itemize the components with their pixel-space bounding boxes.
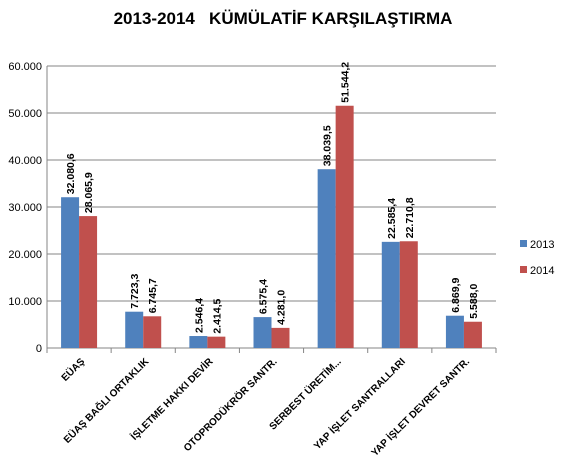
data-label: 5.588,0: [468, 284, 480, 319]
data-labels: 32.080,6 28.065,9 7.723,3 6.745,7 2.546,4 2.4…: [65, 62, 480, 334]
bar-2014: [463, 321, 482, 348]
bar-2013: [445, 315, 464, 348]
bar-2014: [399, 241, 418, 348]
data-label: 2.414,5: [211, 298, 223, 333]
category-label: YAP İŞLET DEVRET SANTR.: [368, 355, 472, 459]
bar-2013: [317, 169, 336, 348]
data-label: 4.281,0: [276, 290, 288, 325]
data-label: 22.710,8: [404, 197, 416, 238]
data-label: 7.723,3: [129, 274, 141, 309]
bar-2013: [125, 311, 144, 348]
bar-2013: [253, 317, 272, 348]
data-label: 2.546,4: [193, 298, 205, 333]
y-tick-label: 10.000: [8, 296, 42, 308]
bar-2014: [335, 105, 354, 349]
bar-2014: [207, 336, 226, 348]
legend-swatch-2013: [520, 240, 527, 247]
y-tick-labels: 0 10.000 20.000 30.000 40.000 50.000 60.000: [8, 61, 42, 355]
legend: 2013 2014: [520, 239, 554, 277]
data-label: 32.080,6: [65, 153, 77, 194]
bar-2013: [61, 197, 80, 348]
legend-label: 2014: [530, 265, 554, 277]
bar-2013: [189, 336, 208, 348]
y-tick-label: 0: [36, 343, 42, 355]
y-tick-label: 30.000: [8, 202, 42, 214]
bar-2014: [143, 316, 162, 348]
legend-label: 2013: [530, 239, 554, 251]
data-label: 28.065,9: [83, 172, 95, 213]
data-label: 38.039,5: [322, 125, 334, 166]
y-tick-label: 20.000: [8, 249, 42, 261]
category-label: SERBEST ÜRETİM...: [266, 355, 344, 433]
data-label: 51.544,2: [340, 62, 352, 103]
gridlines: [47, 65, 496, 302]
data-label: 6.745,7: [147, 278, 159, 313]
data-label: 6.575,4: [258, 279, 270, 314]
data-label: 6.869,9: [450, 278, 462, 313]
bar-2013: [381, 241, 400, 348]
y-tick-label: 40.000: [8, 155, 42, 167]
legend-swatch-2014: [520, 266, 527, 273]
axes: [46, 66, 497, 353]
y-tick-label: 50.000: [8, 108, 42, 120]
chart-title: 2013-2014 KÜMÜLATİF KARŞILAŞTIRMA: [114, 9, 453, 28]
y-tick-label: 60.000: [8, 61, 42, 73]
category-label: EÜAŞ: [58, 355, 87, 384]
bars: [61, 105, 482, 349]
data-label: 22.585,4: [386, 198, 398, 239]
bar-2014: [271, 327, 290, 348]
bar-2014: [79, 216, 98, 348]
